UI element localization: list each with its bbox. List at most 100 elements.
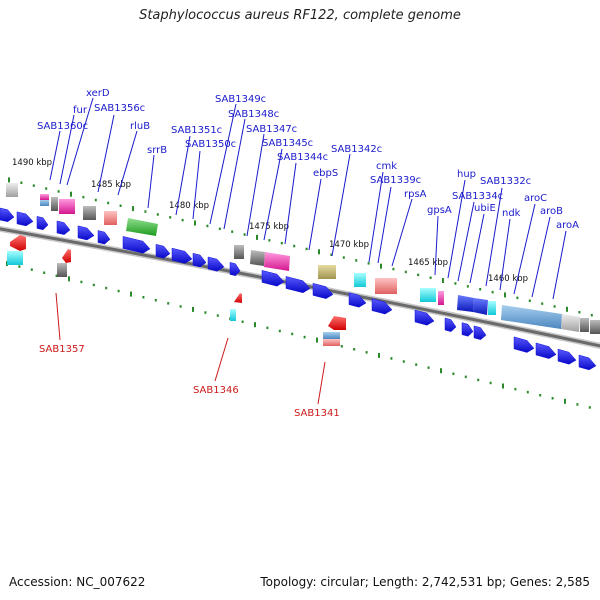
scale-tick xyxy=(278,329,281,333)
cds-arrow xyxy=(56,220,71,235)
feature-box xyxy=(318,265,336,279)
scale-tick xyxy=(181,218,184,222)
gene-label[interactable]: SAB1348c xyxy=(228,109,279,120)
gene-label[interactable]: aroC xyxy=(524,193,547,204)
scale-tick xyxy=(553,305,556,308)
scale-tick xyxy=(80,280,83,284)
gene-label[interactable]: rluB xyxy=(130,121,150,132)
feature-box xyxy=(457,295,474,312)
feature-box xyxy=(438,291,444,305)
scale-tick xyxy=(254,322,256,328)
scale-tick xyxy=(541,302,544,305)
scale-tick xyxy=(427,366,430,369)
feature-box xyxy=(375,278,397,294)
feature-box xyxy=(473,298,488,315)
cds-arrow xyxy=(348,292,367,308)
cds-arrow xyxy=(192,252,207,268)
forward-leaders xyxy=(49,97,567,300)
reverse-features xyxy=(7,235,346,346)
scale-tick xyxy=(489,381,492,385)
gene-label[interactable]: srrB xyxy=(147,145,167,156)
scale-tick xyxy=(504,292,506,298)
gene-label[interactable]: SAB1339c xyxy=(370,175,421,186)
scale-tick xyxy=(526,390,529,394)
cds-arrow xyxy=(371,298,393,315)
gene-label[interactable]: SAB1347c xyxy=(246,124,297,135)
gene-label[interactable]: SAB1332c xyxy=(480,176,531,187)
gene-label[interactable]: SAB1350c xyxy=(185,139,236,150)
scale-tick xyxy=(502,383,504,389)
gene-label[interactable]: fur xyxy=(73,105,88,116)
scale-tick xyxy=(514,387,517,391)
scale-tick xyxy=(30,268,33,271)
gene-label[interactable]: SAB1356c xyxy=(94,103,145,114)
scale-tick xyxy=(241,320,244,323)
scale-tick xyxy=(402,360,405,363)
scale-tick xyxy=(588,406,591,409)
cds-arrow xyxy=(36,216,49,231)
gene-label[interactable]: SAB1344c xyxy=(277,152,328,163)
gene-label[interactable]: SAB1351c xyxy=(171,125,222,136)
scale-tick xyxy=(68,276,70,282)
cds-arrow xyxy=(473,325,487,340)
gene-label[interactable]: rpsA xyxy=(404,189,427,200)
scale-tick xyxy=(404,270,407,274)
scale-tick xyxy=(154,299,157,302)
gene-label[interactable]: SAB1345c xyxy=(262,138,313,149)
gene-label[interactable]: SAB1341 xyxy=(294,408,340,419)
scale-tick xyxy=(576,403,579,406)
scale-tick xyxy=(528,299,531,302)
feature-box xyxy=(6,183,18,197)
scale-tick xyxy=(204,311,207,314)
gene-label[interactable]: xerD xyxy=(86,88,110,99)
scale-tick xyxy=(415,363,418,366)
scale-tick xyxy=(590,313,593,317)
reverse-cds-arrow xyxy=(10,235,26,251)
gene-label[interactable]: ubiE xyxy=(474,203,496,214)
reverse-cds-arrow xyxy=(234,293,242,303)
feature-box xyxy=(234,245,244,259)
cds-arrow xyxy=(16,211,34,227)
scale-tick xyxy=(566,306,568,312)
feature-box xyxy=(250,250,265,266)
scale-tick xyxy=(156,213,159,216)
scale-tick xyxy=(130,291,132,297)
scale-tick xyxy=(454,282,457,285)
gene-label[interactable]: SAB1357 xyxy=(39,344,85,355)
cds-arrow xyxy=(285,276,311,294)
gene-label[interactable]: ndk xyxy=(502,208,521,219)
gene-label[interactable]: SAB1334c xyxy=(452,191,503,202)
scale-tick xyxy=(367,262,370,265)
scale-tick xyxy=(316,337,318,343)
gene-label[interactable]: hup xyxy=(457,169,476,180)
kbp-label: 1485 kbp xyxy=(91,180,131,190)
scale-tick xyxy=(70,191,72,197)
scale-tick xyxy=(280,241,283,245)
feature-box xyxy=(83,206,96,220)
feature-box xyxy=(126,218,158,236)
gene-label[interactable]: SAB1342c xyxy=(331,144,382,155)
scale-tick xyxy=(119,204,122,207)
gene-label[interactable]: ebpS xyxy=(313,168,338,179)
gene-label[interactable]: aroA xyxy=(556,220,579,231)
scale-tick xyxy=(192,306,194,312)
gene-label[interactable]: aroB xyxy=(540,206,563,217)
feature-box xyxy=(40,200,49,206)
feature-box xyxy=(590,320,600,334)
scale-tick xyxy=(179,305,182,308)
scale-tick xyxy=(32,184,35,187)
gene-label[interactable]: SAB1346 xyxy=(193,385,239,396)
scale-tick xyxy=(43,271,46,274)
scale-tick xyxy=(231,230,234,233)
feature-box xyxy=(51,197,58,211)
reverse-feature-box xyxy=(230,309,236,321)
gene-label[interactable]: gpsA xyxy=(427,205,452,216)
gene-label[interactable]: SAB1360c xyxy=(37,121,88,132)
reverse-cds-arrow xyxy=(62,249,71,263)
gene-label[interactable]: SAB1349c xyxy=(215,94,266,105)
scale-tick xyxy=(132,206,134,212)
scale-tick xyxy=(551,397,554,400)
gene-label[interactable]: cmk xyxy=(376,161,397,172)
scale-tick xyxy=(92,283,95,287)
